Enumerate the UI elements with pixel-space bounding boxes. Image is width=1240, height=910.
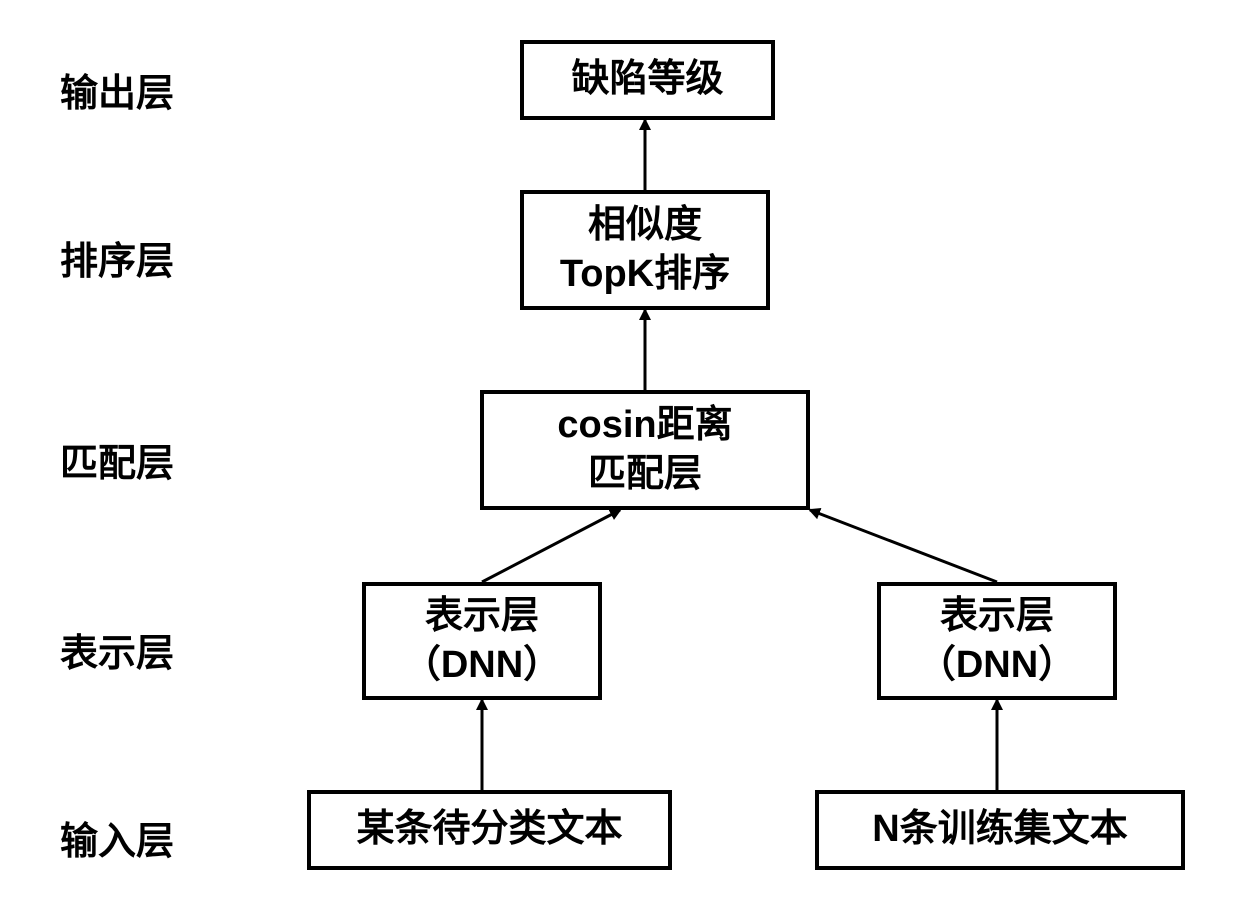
label-output-layer: 输出层 xyxy=(60,62,174,117)
node-match: cosin距离匹配层 xyxy=(480,390,810,510)
node-repr-right: 表示层（DNN） xyxy=(877,582,1117,700)
node-sort: 相似度TopK排序 xyxy=(520,190,770,310)
node-input-right: N条训练集文本 xyxy=(815,790,1185,870)
label-match-layer: 匹配层 xyxy=(60,432,174,487)
label-repr-layer: 表示层 xyxy=(60,622,174,677)
node-repr-left: 表示层（DNN） xyxy=(362,582,602,700)
node-input-left: 某条待分类文本 xyxy=(307,790,672,870)
label-sort-layer: 排序层 xyxy=(60,230,174,285)
node-output: 缺陷等级 xyxy=(520,40,775,120)
label-input-layer: 输入层 xyxy=(60,810,174,865)
